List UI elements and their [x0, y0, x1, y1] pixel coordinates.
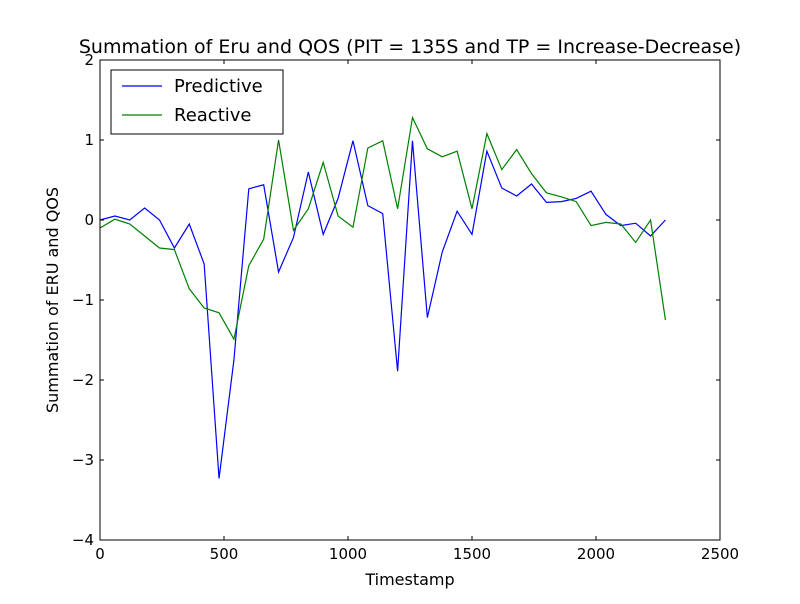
y-tick-label: −4 — [72, 531, 94, 549]
x-tick-label: 0 — [95, 545, 105, 563]
y-tick-label: 1 — [84, 131, 94, 149]
x-tick-label: 1500 — [453, 545, 491, 563]
x-tick-label: 1000 — [329, 545, 367, 563]
series-line-reactive — [99, 115, 667, 341]
chart-title: Summation of Eru and QOS (PIT = 135S and… — [79, 36, 741, 58]
legend: Predictive Reactive — [110, 69, 284, 135]
x-tick-label: 2000 — [577, 545, 615, 563]
plot-area — [99, 115, 667, 479]
y-tick-label: −3 — [72, 451, 94, 469]
series-line-predictive — [99, 140, 666, 479]
y-axis-label: Summation of ERU and QOS — [43, 187, 62, 413]
y-tick-label: 0 — [84, 211, 94, 229]
x-axis-label: Timestamp — [364, 570, 454, 589]
y-tick-label: 2 — [84, 51, 94, 69]
legend-box — [110, 69, 284, 135]
x-tick-label: 2500 — [701, 545, 739, 563]
legend-label-reactive: Reactive — [174, 105, 251, 126]
x-tick-label: 500 — [210, 545, 239, 563]
y-tick-label: −1 — [72, 291, 94, 309]
legend-label-predictive: Predictive — [174, 76, 263, 97]
axes: 0 500 1000 1500 2000 2500 −4 −3 −2 −1 0 1 2 — [72, 51, 739, 563]
y-tick-label: −2 — [72, 371, 94, 389]
